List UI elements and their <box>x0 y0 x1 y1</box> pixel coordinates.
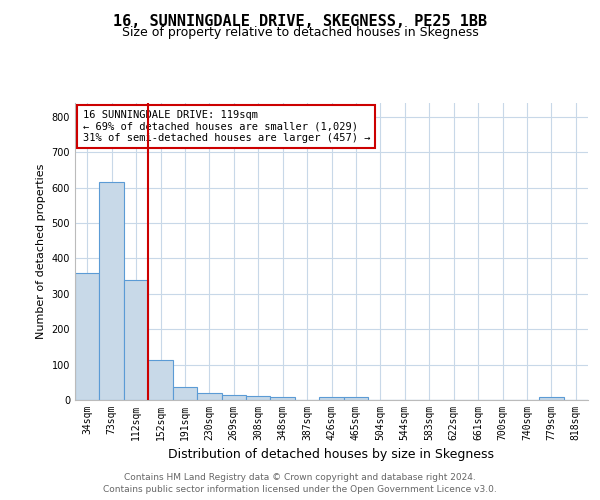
Bar <box>271 397 295 400</box>
Bar <box>75 273 100 400</box>
Text: Size of property relative to detached houses in Skegness: Size of property relative to detached ho… <box>122 26 478 39</box>
Bar <box>344 397 368 400</box>
Bar <box>319 397 344 400</box>
Bar <box>100 182 124 400</box>
Bar <box>221 394 246 400</box>
Bar <box>148 360 173 400</box>
Bar <box>173 386 197 400</box>
Text: 16 SUNNINGDALE DRIVE: 119sqm
← 69% of detached houses are smaller (1,029)
31% of: 16 SUNNINGDALE DRIVE: 119sqm ← 69% of de… <box>83 110 370 143</box>
Y-axis label: Number of detached properties: Number of detached properties <box>36 164 46 339</box>
Bar <box>539 397 563 400</box>
Bar <box>124 280 148 400</box>
Bar <box>246 396 271 400</box>
Text: 16, SUNNINGDALE DRIVE, SKEGNESS, PE25 1BB: 16, SUNNINGDALE DRIVE, SKEGNESS, PE25 1B… <box>113 14 487 29</box>
Bar <box>197 393 221 400</box>
X-axis label: Distribution of detached houses by size in Skegness: Distribution of detached houses by size … <box>169 448 494 462</box>
Text: Contains HM Land Registry data © Crown copyright and database right 2024.
Contai: Contains HM Land Registry data © Crown c… <box>103 472 497 494</box>
